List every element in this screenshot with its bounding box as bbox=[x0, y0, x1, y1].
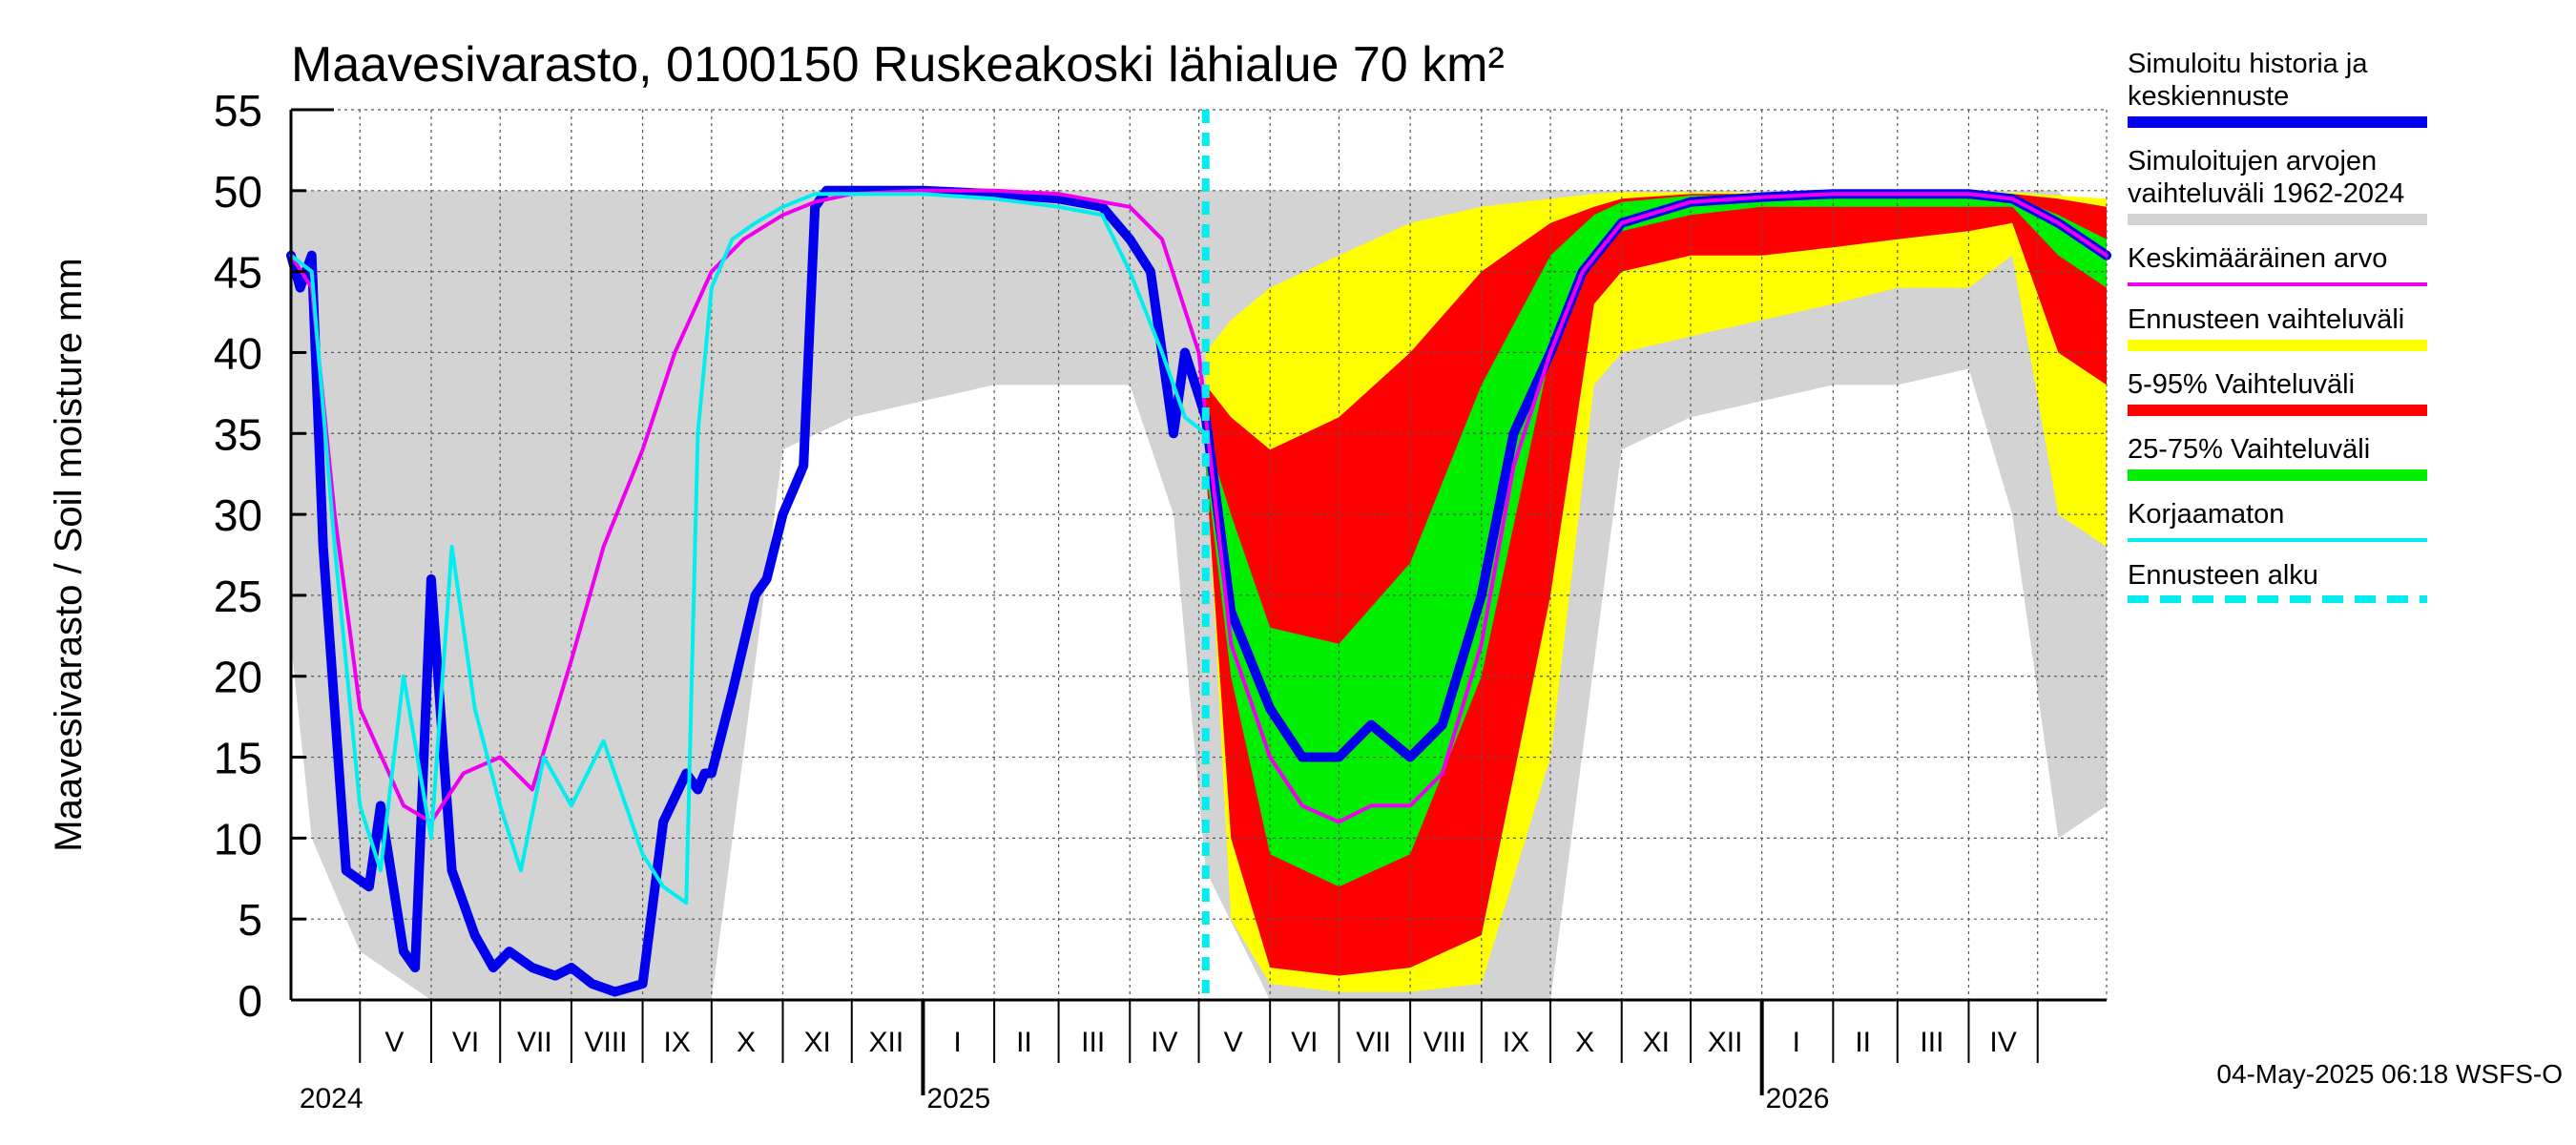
legend-swatch bbox=[2128, 595, 2427, 603]
month-label: V bbox=[384, 1027, 404, 1058]
legend-swatch bbox=[2128, 538, 2427, 542]
month-label: VII bbox=[517, 1027, 552, 1058]
legend-label: Korjaamaton bbox=[2128, 499, 2285, 530]
month-label: II bbox=[1855, 1027, 1871, 1058]
legend-entry: 5-95% Vaihteluväli bbox=[2128, 368, 2442, 416]
legend-entry: Ennusteen alku bbox=[2128, 559, 2442, 603]
legend: Simuloitu historia ja keskiennuste Simulo… bbox=[2128, 48, 2442, 620]
legend-entry: Korjaamaton bbox=[2128, 498, 2442, 542]
chart-title: Maavesivarasto, 0100150 Ruskeakoski lähi… bbox=[291, 37, 1505, 93]
month-label: IV bbox=[1151, 1027, 1177, 1058]
legend-entry: Ennusteen vaihteluväli bbox=[2128, 303, 2442, 351]
legend-swatch bbox=[2128, 340, 2427, 351]
legend-swatch bbox=[2128, 405, 2427, 416]
legend-label: Simuloitu historia ja keskiennuste bbox=[2128, 49, 2368, 112]
legend-entry: Simuloitujen arvojen vaihteluväli 1962-2… bbox=[2128, 145, 2442, 225]
month-label: XII bbox=[1708, 1027, 1743, 1058]
month-label: X bbox=[737, 1027, 756, 1058]
series-line-1 bbox=[289, 188, 2109, 824]
y-tick-label: 25 bbox=[214, 572, 262, 621]
bands-layer bbox=[291, 190, 2107, 1001]
legend-swatch bbox=[2128, 214, 2427, 225]
month-label: IX bbox=[664, 1027, 691, 1058]
y-tick-label: 45 bbox=[214, 248, 262, 298]
lines-layer bbox=[286, 110, 2111, 1000]
month-label: XII bbox=[869, 1027, 904, 1058]
year-label: 2024 bbox=[300, 1083, 364, 1114]
y-tick-label: 0 bbox=[238, 976, 262, 1026]
y-tick-label: 30 bbox=[214, 490, 262, 540]
year-label: 2026 bbox=[1766, 1083, 1830, 1114]
y-tick-label: 5 bbox=[238, 895, 262, 945]
timestamp-footer: 04-May-2025 06:18 WSFS-O bbox=[2216, 1059, 2563, 1089]
month-label: IV bbox=[1989, 1027, 2016, 1058]
month-label: III bbox=[1081, 1027, 1105, 1058]
legend-label: Ennusteen vaihteluväli bbox=[2128, 304, 2405, 335]
legend-entry: Keskimääräinen arvo bbox=[2128, 242, 2442, 286]
month-label: III bbox=[1920, 1027, 1943, 1058]
legend-entry: 25-75% Vaihteluväli bbox=[2128, 433, 2442, 481]
legend-swatch bbox=[2128, 469, 2427, 481]
y-tick-label: 10 bbox=[214, 814, 262, 864]
month-label: IX bbox=[1503, 1027, 1529, 1058]
legend-label: Ennusteen alku bbox=[2128, 560, 2318, 591]
y-axis-label: Maavesivarasto / Soil moisture mm bbox=[48, 258, 90, 851]
series-line-0 bbox=[286, 185, 2111, 997]
band-0 bbox=[291, 190, 2107, 1001]
legend-label: 25-75% Vaihteluväli bbox=[2128, 434, 2371, 465]
month-label: XI bbox=[1643, 1027, 1670, 1058]
month-label: V bbox=[1224, 1027, 1243, 1058]
band-3 bbox=[1205, 195, 2107, 887]
y-tick-label: 50 bbox=[214, 167, 262, 217]
y-tick-label: 55 bbox=[214, 86, 262, 135]
month-label: II bbox=[1016, 1027, 1032, 1058]
y-tick-label: 35 bbox=[214, 409, 262, 459]
month-label: VIII bbox=[585, 1027, 628, 1058]
series-line-2 bbox=[289, 192, 1208, 906]
legend-label: Keskimääräinen arvo bbox=[2128, 243, 2388, 274]
month-label: X bbox=[1575, 1027, 1594, 1058]
month-label: VIII bbox=[1423, 1027, 1466, 1058]
y-tick-label: 40 bbox=[214, 328, 262, 378]
month-label: I bbox=[953, 1027, 961, 1058]
month-label: I bbox=[1793, 1027, 1800, 1058]
legend-label: Simuloitujen arvojen vaihteluväli 1962-2… bbox=[2128, 146, 2405, 209]
legend-swatch bbox=[2128, 282, 2427, 286]
y-tick-label: 20 bbox=[214, 653, 262, 702]
year-label: 2025 bbox=[926, 1083, 990, 1114]
legend-label: 5-95% Vaihteluväli bbox=[2128, 369, 2356, 400]
legend-entry: Simuloitu historia ja keskiennuste bbox=[2128, 48, 2442, 128]
month-label: VI bbox=[1291, 1027, 1318, 1058]
y-tick-label: 15 bbox=[214, 734, 262, 783]
month-label: VII bbox=[1356, 1027, 1391, 1058]
month-label: VI bbox=[452, 1027, 479, 1058]
legend-swatch bbox=[2128, 116, 2427, 128]
month-label: XI bbox=[803, 1027, 830, 1058]
